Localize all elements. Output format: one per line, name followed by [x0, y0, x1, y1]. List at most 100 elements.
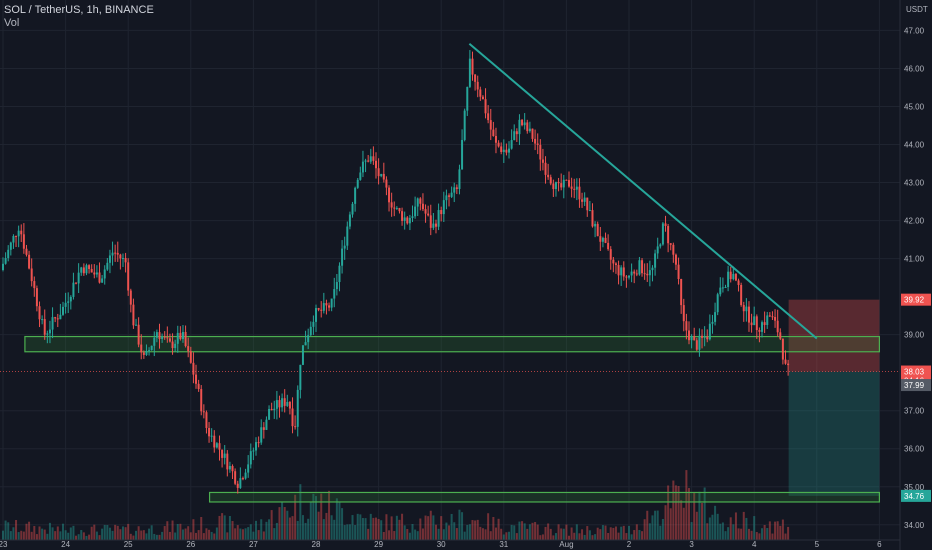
volume-bar [526, 528, 529, 540]
candle-body [317, 308, 320, 310]
price-axis-unit: USDT [906, 5, 928, 14]
candle-body [633, 271, 636, 274]
volume-bar [61, 523, 64, 540]
candle-body [239, 478, 242, 488]
candle-body [721, 287, 724, 289]
symbol-title[interactable]: SOL / TetherUS, 1h, BINANCE [4, 4, 154, 16]
candle-body [570, 186, 573, 189]
candle-body [291, 408, 294, 427]
volume-bar [740, 528, 743, 540]
volume-bar [487, 513, 490, 540]
candle-body [328, 305, 331, 308]
candle-body [427, 213, 430, 216]
candle-body [518, 119, 521, 135]
volume-bar [515, 533, 518, 540]
volume-bar [9, 531, 12, 540]
volume-bar [4, 520, 7, 540]
price-tick-label: 46.00 [904, 64, 925, 73]
candle-body [228, 466, 231, 470]
candle-body [176, 332, 179, 344]
volume-bar [7, 522, 10, 540]
volume-bar [544, 526, 547, 540]
volume-bar [155, 534, 158, 540]
candle-body [510, 140, 513, 149]
candle-body [140, 344, 143, 353]
volume-bar [35, 534, 38, 540]
candle-body [294, 426, 297, 428]
volume-bar [372, 517, 375, 540]
volume-bar [236, 525, 239, 540]
grid [0, 0, 900, 540]
candle-body [643, 273, 646, 275]
candle-body [622, 267, 625, 277]
candle-body [301, 345, 304, 365]
volume-bar [685, 470, 688, 540]
volume-bar [335, 498, 338, 540]
candle-body [403, 217, 406, 221]
candle-body [161, 336, 164, 339]
candle-body [526, 122, 529, 132]
candle-body [437, 210, 440, 227]
volume-bar [414, 529, 417, 540]
volume-bar [455, 528, 458, 540]
candle-body [205, 412, 208, 428]
candle-body [664, 223, 667, 227]
volume-bar [239, 528, 242, 540]
candle-body [528, 128, 531, 132]
candle-body [189, 351, 192, 363]
volume-bar [221, 513, 224, 540]
candle-body [346, 226, 349, 246]
volume-bar [328, 490, 331, 540]
time-tick-label: 3 [689, 540, 694, 549]
volume-bar [158, 534, 161, 540]
volume-bar [476, 519, 479, 540]
trendline[interactable] [468, 42, 818, 340]
candle-body [108, 255, 111, 263]
candle-body [768, 315, 771, 317]
volume-bar [281, 501, 284, 540]
candle-body [737, 280, 740, 285]
candle-body [278, 400, 281, 408]
candle-body [628, 275, 630, 278]
drawing-zones[interactable] [0, 299, 900, 503]
volume-bar [333, 519, 336, 540]
volume-bar [15, 519, 18, 540]
candle-body [153, 337, 156, 346]
candle-body [333, 289, 336, 299]
volume-bar [195, 532, 198, 540]
volume-bar [768, 521, 771, 540]
volume-bar [301, 515, 304, 540]
volume-bar [492, 516, 495, 540]
candle-body [98, 272, 101, 283]
candle-body [367, 160, 370, 162]
volume-bar [578, 533, 581, 540]
candle-body [12, 236, 15, 243]
candle-body [309, 326, 312, 336]
volume-bar [648, 523, 651, 540]
volume-bar [101, 528, 104, 540]
volume-bar [262, 531, 265, 540]
volume-bar [489, 531, 492, 540]
volume-bar [787, 526, 790, 540]
candle-body [268, 408, 271, 420]
candle-body [315, 308, 317, 322]
candle-body [476, 81, 479, 90]
volume-bar [309, 501, 312, 540]
volume-bar [208, 529, 211, 540]
candle-body [236, 483, 239, 488]
candle-body [200, 389, 203, 412]
volume-bar [620, 526, 623, 540]
candle-body [594, 223, 597, 227]
candle-body [64, 302, 67, 307]
volume-bar [672, 480, 675, 540]
candle-body [25, 248, 28, 255]
candle-body [124, 257, 127, 263]
volume-bar [434, 524, 437, 540]
volume-bar [622, 525, 625, 540]
volume-bar [419, 518, 422, 540]
candle-body [554, 182, 557, 190]
volume-bar [46, 533, 49, 540]
volume-bar [742, 511, 745, 540]
candle-body [698, 335, 701, 350]
